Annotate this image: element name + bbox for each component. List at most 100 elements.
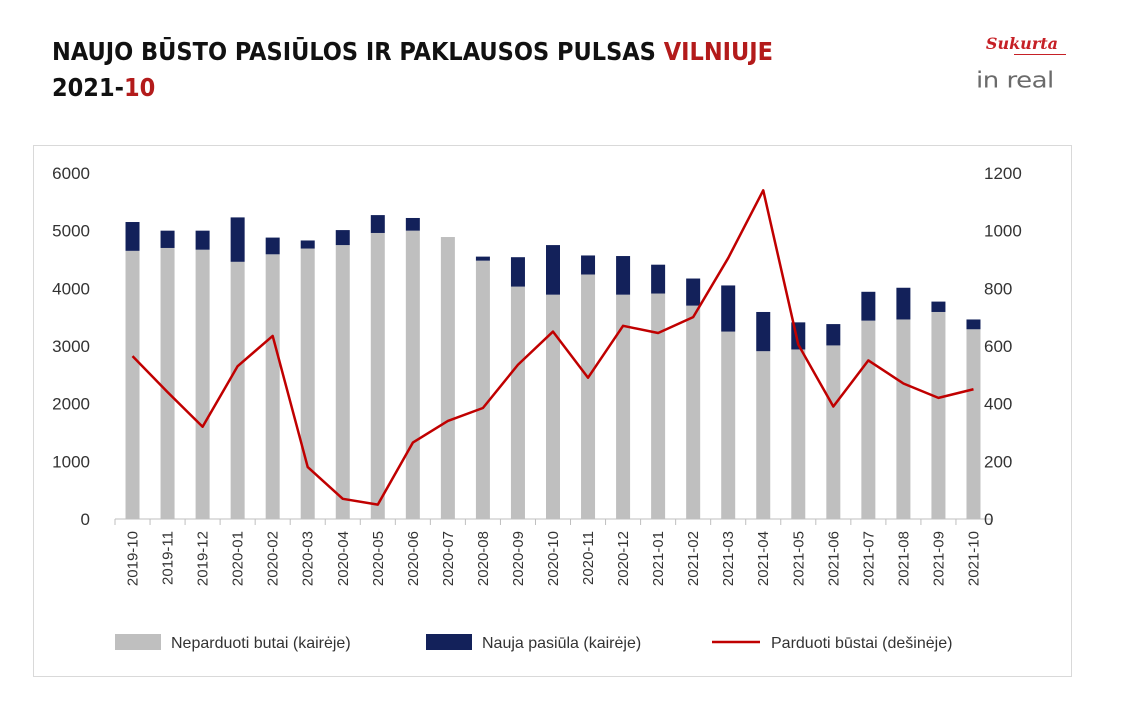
bar-new-supply	[160, 230, 175, 248]
x-tick-label: 2019-10	[125, 531, 142, 586]
bar-new-supply	[195, 230, 210, 250]
x-tick-label: 2020-06	[405, 531, 422, 586]
title-line-1: NAUJO BŪSTO PASIŪLOS IR PAKLAUSOS PULSAS…	[52, 34, 773, 70]
bar-unsold	[510, 286, 525, 519]
bar-unsold	[405, 230, 420, 519]
x-tick-label: 2021-08	[895, 531, 912, 586]
x-tick-label: 2020-09	[510, 531, 527, 586]
bar-unsold	[721, 331, 736, 519]
x-tick-label: 2021-05	[790, 531, 807, 586]
bar-new-supply	[230, 217, 245, 262]
bar-new-supply	[510, 257, 525, 287]
bar-new-supply	[265, 237, 280, 255]
bar-unsold	[756, 351, 771, 519]
bar-unsold	[931, 311, 946, 519]
bar-new-supply	[966, 319, 981, 330]
y-left-tick-label: 4000	[52, 279, 90, 298]
x-tick-label: 2020-02	[265, 531, 282, 586]
y-right-tick-label: 0	[984, 510, 993, 529]
logo-brand: in real	[976, 68, 1054, 94]
bar-new-supply	[686, 278, 701, 306]
bar-new-supply	[475, 256, 490, 261]
bar-new-supply	[125, 222, 140, 251]
logo-sukurta: Sukurta	[985, 34, 1058, 53]
bar-new-supply	[335, 230, 350, 246]
x-tick-label: 2019-12	[195, 531, 212, 586]
bar-unsold	[651, 293, 666, 519]
bar-new-supply	[756, 311, 771, 352]
x-tick-label: 2020-05	[370, 531, 387, 586]
legend-swatch-unsold	[115, 634, 161, 650]
bar-unsold	[826, 345, 841, 519]
x-tick-label: 2020-12	[615, 531, 632, 586]
bar-unsold	[160, 247, 175, 519]
subtitle-accent: 10	[123, 73, 156, 102]
y-right-tick-label: 200	[984, 452, 1012, 471]
combo-chart: 0 1000 2000 3000 4000 5000 6000 0 200 400 600 800 10…	[52, 164, 1022, 652]
bar-unsold	[300, 248, 315, 519]
bar-new-supply	[931, 301, 946, 312]
legend-label-unsold: Neparduoti butai (kairėje)	[171, 635, 351, 652]
bar-unsold	[546, 294, 560, 519]
bar-new-supply	[616, 256, 631, 295]
bar-unsold	[616, 294, 631, 519]
bar-unsold	[125, 250, 140, 519]
x-tick-label: 2021-06	[825, 531, 842, 586]
legend-label-sold: Parduoti būstai (dešinėje)	[771, 635, 952, 652]
x-tick-label: 2021-09	[930, 531, 947, 586]
y-right-tick-label: 1200	[984, 164, 1022, 183]
chart-container: 0 1000 2000 3000 4000 5000 6000 0 200 400 600 800 10…	[33, 145, 1072, 677]
bar-unsold	[370, 232, 385, 519]
x-tick-label: 2020-04	[335, 531, 352, 586]
bar-new-supply	[370, 215, 385, 233]
title-accent: VILNIUJE	[663, 37, 773, 66]
x-tick-label: 2020-10	[545, 531, 562, 586]
bar-unsold	[440, 237, 455, 519]
chart-title: NAUJO BŪSTO PASIŪLOS IR PAKLAUSOS PULSAS…	[52, 34, 773, 106]
x-tick-label: 2021-02	[685, 531, 702, 586]
x-tick-label: 2019-11	[160, 531, 177, 585]
x-tick-label: 2021-10	[965, 531, 982, 586]
bar-unsold	[335, 245, 350, 519]
legend-swatch-new-supply	[426, 634, 472, 650]
y-right-tick-label: 1000	[984, 222, 1022, 241]
bar-unsold	[861, 320, 876, 519]
y-left-tick-label: 6000	[52, 164, 90, 183]
y-right-tick-label: 600	[984, 337, 1012, 356]
title-main: NAUJO BŪSTO PASIŪLOS IR PAKLAUSOS PULSAS	[52, 37, 664, 66]
legend-label-new-supply: Nauja pasiūla (kairėje)	[482, 635, 641, 652]
y-left-tick-label: 2000	[52, 395, 90, 414]
x-tick-label: 2020-11	[580, 531, 597, 585]
bar-new-supply	[721, 285, 736, 332]
bar-new-supply	[896, 287, 911, 320]
bar-new-supply	[581, 255, 596, 275]
bar-new-supply	[826, 324, 841, 346]
logo-rule	[1014, 54, 1066, 55]
bar-unsold	[896, 319, 911, 519]
subtitle-main: 2021-	[52, 73, 124, 102]
x-tick-label: 2020-03	[300, 531, 317, 586]
bar-unsold	[581, 274, 596, 519]
bar-unsold	[195, 249, 210, 519]
y-left-tick-label: 3000	[52, 337, 90, 356]
x-tick-label: 2021-01	[650, 531, 667, 586]
bar-unsold	[230, 261, 245, 519]
bar-new-supply	[651, 264, 666, 294]
x-tick-label: 2020-01	[230, 531, 247, 586]
y-left-tick-label: 5000	[52, 222, 90, 241]
y-left-tick-label: 0	[81, 510, 90, 529]
bar-unsold	[966, 329, 981, 519]
bar-new-supply	[546, 245, 560, 295]
y-left-tick-label: 1000	[52, 452, 90, 471]
bar-new-supply	[861, 291, 876, 321]
x-tick-label: 2021-03	[720, 531, 737, 586]
x-tick-label: 2020-08	[475, 531, 492, 586]
y-right-tick-label: 800	[984, 279, 1012, 298]
title-line-2: 2021-10	[52, 70, 773, 106]
x-tick-label: 2020-07	[440, 531, 457, 586]
bar-unsold	[791, 349, 806, 519]
x-tick-label: 2021-07	[860, 531, 877, 586]
y-right-tick-label: 400	[984, 395, 1012, 414]
x-tick-label: 2021-04	[755, 531, 772, 586]
bar-unsold	[475, 260, 490, 519]
